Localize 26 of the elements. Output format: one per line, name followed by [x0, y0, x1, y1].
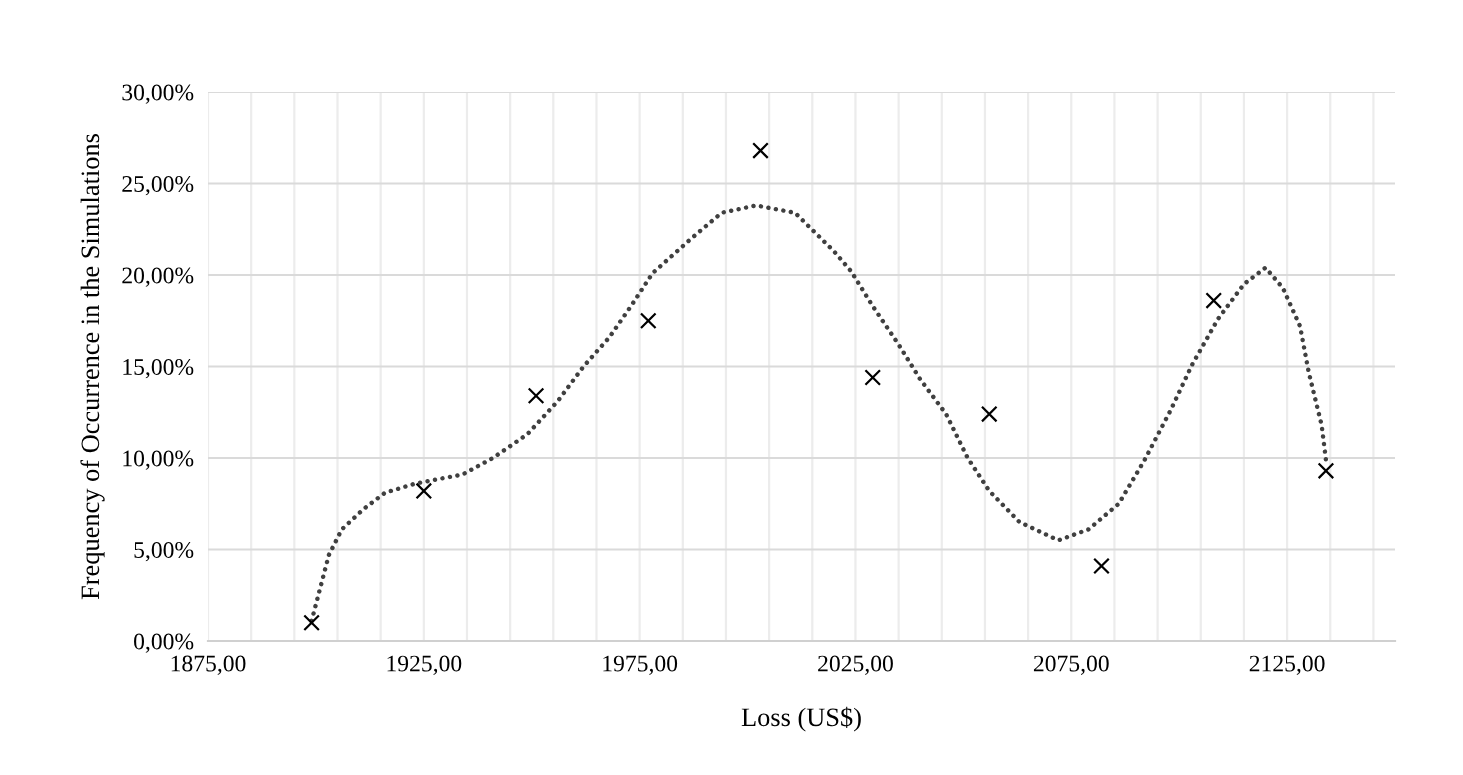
x-tick-label: 2075,00	[1033, 655, 1109, 675]
x-axis-title: Loss (US$)	[741, 706, 861, 732]
point	[1317, 462, 1335, 480]
y-tick-label: 20,00%	[122, 267, 194, 287]
point	[639, 312, 657, 330]
point	[1093, 557, 1110, 575]
line-series	[309, 203, 1329, 624]
y-tick-label: 25,00%	[122, 175, 194, 196]
x-tick-label: 1925,00	[387, 655, 462, 675]
y-tick-label: 15,00%	[123, 358, 194, 379]
x-tick-label: 1875,00	[171, 655, 246, 675]
point	[752, 142, 769, 159]
y-axis-title: Frequency of Occurrence in the Simulations	[80, 134, 105, 600]
x-tick-label: 2125,00	[1249, 655, 1325, 675]
x-tick-label: 2025,00	[818, 655, 893, 675]
y-tick-label: 5,00%	[134, 541, 194, 562]
point	[980, 405, 998, 423]
point	[527, 387, 545, 405]
point	[864, 369, 882, 386]
point	[1205, 292, 1223, 310]
y-tick-label: 0,00%	[134, 633, 194, 653]
y-tick-label: 10,00%	[123, 450, 194, 470]
y-tick-label: 30,00%	[122, 84, 194, 104]
x-tick-label: 1975,00	[603, 655, 678, 675]
point	[303, 614, 320, 632]
point	[415, 482, 433, 500]
